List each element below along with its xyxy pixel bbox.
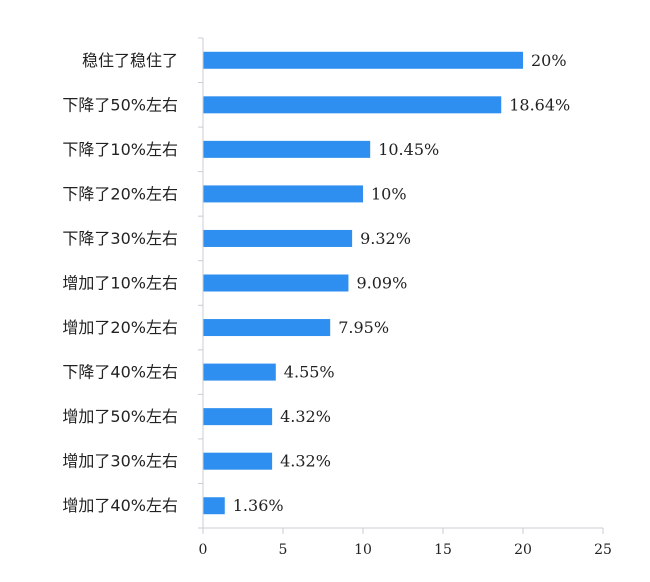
bar [203,319,331,337]
category-labels: 稳住了稳住了下降了50%左右下降了10%左右下降了20%左右下降了30%左右增加… [62,51,178,515]
bar [203,96,502,114]
x-tick-label: 5 [279,542,288,558]
bar [203,497,225,515]
value-label: 10.45% [378,140,439,159]
value-label: 4.55% [284,363,335,382]
category-label: 下降了40%左右 [62,363,178,382]
value-label: 18.64% [509,95,570,114]
category-label: 增加了20%左右 [62,318,178,337]
x-tick-label: 25 [594,542,612,558]
value-label: 9.32% [360,229,411,248]
value-label: 20% [531,51,567,70]
x-tick-label: 10 [354,542,372,558]
category-label: 下降了50%左右 [62,95,178,114]
bar [203,452,273,470]
category-label: 增加了10%左右 [62,274,178,293]
category-label: 下降了20%左右 [62,184,178,203]
category-label: 增加了30%左右 [62,452,178,471]
category-label: 下降了10%左右 [62,140,178,159]
value-label: 1.36% [233,496,284,515]
x-tick-label: 0 [199,542,208,558]
bar [203,274,349,292]
category-label: 下降了30%左右 [62,229,178,248]
axes: 0 5 10 15 20 25 [198,37,612,558]
bars [203,51,523,515]
value-label: 9.09% [356,274,407,293]
category-label: 稳住了稳住了 [82,51,178,70]
category-label: 增加了50%左右 [62,407,178,426]
x-tick-label: 15 [434,542,452,558]
bar [203,51,523,69]
value-label: 7.95% [338,318,389,337]
value-label: 10% [371,184,407,203]
value-label: 4.32% [280,407,331,426]
category-label: 增加了40%左右 [62,496,178,515]
x-tick-label: 20 [514,542,532,558]
bar [203,185,363,203]
bar [203,408,273,426]
bar [203,140,371,158]
value-labels: 20% 18.64% 10.45% 10% 9.32% 9.09% 7.95% 4.55% 4.… [233,51,570,515]
bar [203,363,276,381]
bar [203,229,353,247]
value-label: 4.32% [280,452,331,471]
